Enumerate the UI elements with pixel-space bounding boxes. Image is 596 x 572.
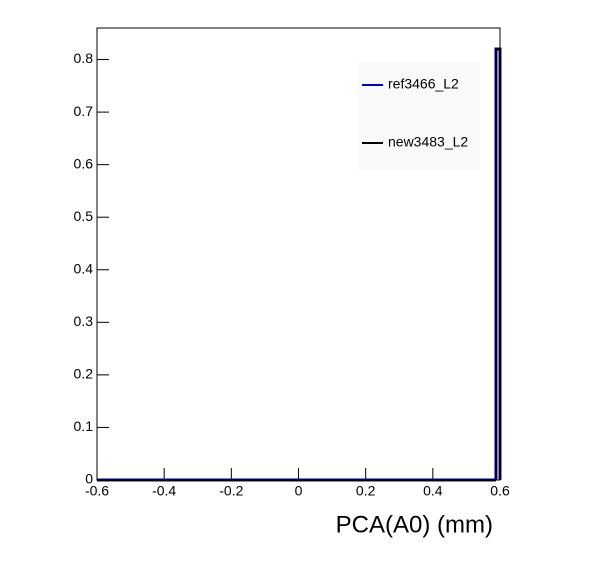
x-tick-label: 0.4 [423,483,443,499]
y-tick-label: 0.3 [74,313,94,329]
y-tick-label: 0.8 [74,50,94,66]
y-tick-label: 0 [85,471,93,487]
y-tick-label: 0.5 [74,208,94,224]
y-tick-label: 0.4 [74,260,94,276]
x-tick-label: 0 [295,483,303,499]
x-tick-label: -0.6 [85,483,109,499]
legend-label: new3483_L2 [388,134,468,150]
x-tick-label: -0.4 [152,483,176,499]
histogram-bin [494,48,501,480]
y-tick-label: 0.2 [74,366,94,382]
y-tick-label: 0.1 [74,418,94,434]
legend-box [358,62,480,170]
x-tick-label: -0.2 [219,483,243,499]
x-tick-label: 0.2 [356,483,376,499]
x-tick-label: 0.6 [490,483,510,499]
y-tick-label: 0.7 [74,103,94,119]
x-axis-label: PCA(A0) (mm) [336,511,493,538]
y-tick-label: 0.6 [74,155,94,171]
legend-label: ref3466_L2 [388,76,459,92]
